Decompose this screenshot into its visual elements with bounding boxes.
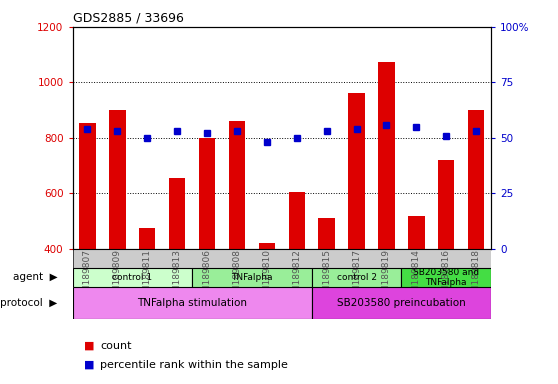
Bar [73, 249, 491, 268]
Text: protocol  ▶: protocol ▶ [1, 298, 57, 308]
Text: GSM189813: GSM189813 [172, 249, 182, 304]
Bar [288, 192, 305, 249]
Text: GSM189810: GSM189810 [262, 249, 271, 304]
Text: count: count [100, 341, 132, 351]
Text: SB203580 and
TNFalpha: SB203580 and TNFalpha [413, 268, 479, 287]
Bar [79, 122, 96, 249]
Text: control 1: control 1 [112, 273, 152, 282]
Text: GDS2885 / 33696: GDS2885 / 33696 [73, 11, 184, 24]
Bar [319, 218, 335, 249]
Text: GSM189818: GSM189818 [472, 249, 480, 304]
Text: TNFalpha stimulation: TNFalpha stimulation [137, 298, 247, 308]
Bar [73, 287, 312, 319]
Bar [139, 228, 156, 249]
Bar [109, 110, 126, 249]
Bar [199, 138, 215, 249]
Text: TNFalpha: TNFalpha [231, 273, 273, 282]
Bar [401, 268, 491, 287]
Bar [229, 121, 245, 249]
Text: agent  ▶: agent ▶ [13, 273, 57, 283]
Bar [408, 216, 425, 249]
Text: GSM189815: GSM189815 [322, 249, 331, 304]
Text: GSM189807: GSM189807 [83, 249, 92, 304]
Bar [378, 61, 395, 249]
Bar [468, 110, 484, 249]
Text: control 2: control 2 [336, 273, 377, 282]
Text: SB203580 preincubation: SB203580 preincubation [337, 298, 466, 308]
Bar [258, 243, 275, 249]
Bar [192, 268, 312, 287]
Text: GSM189816: GSM189816 [442, 249, 451, 304]
Bar [312, 268, 401, 287]
Text: GSM189812: GSM189812 [292, 249, 301, 304]
Bar [312, 287, 491, 319]
Text: percentile rank within the sample: percentile rank within the sample [100, 360, 288, 370]
Text: GSM189817: GSM189817 [352, 249, 361, 304]
Text: GSM189809: GSM189809 [113, 249, 122, 304]
Text: GSM189811: GSM189811 [143, 249, 152, 304]
Bar [438, 160, 454, 249]
Text: GSM189808: GSM189808 [233, 249, 242, 304]
Text: GSM189814: GSM189814 [412, 249, 421, 304]
Bar [73, 268, 192, 287]
Text: GSM189819: GSM189819 [382, 249, 391, 304]
Bar [169, 178, 185, 249]
Text: ■: ■ [84, 341, 98, 351]
Bar [348, 93, 365, 249]
Text: ■: ■ [84, 360, 98, 370]
Text: GSM189806: GSM189806 [203, 249, 211, 304]
